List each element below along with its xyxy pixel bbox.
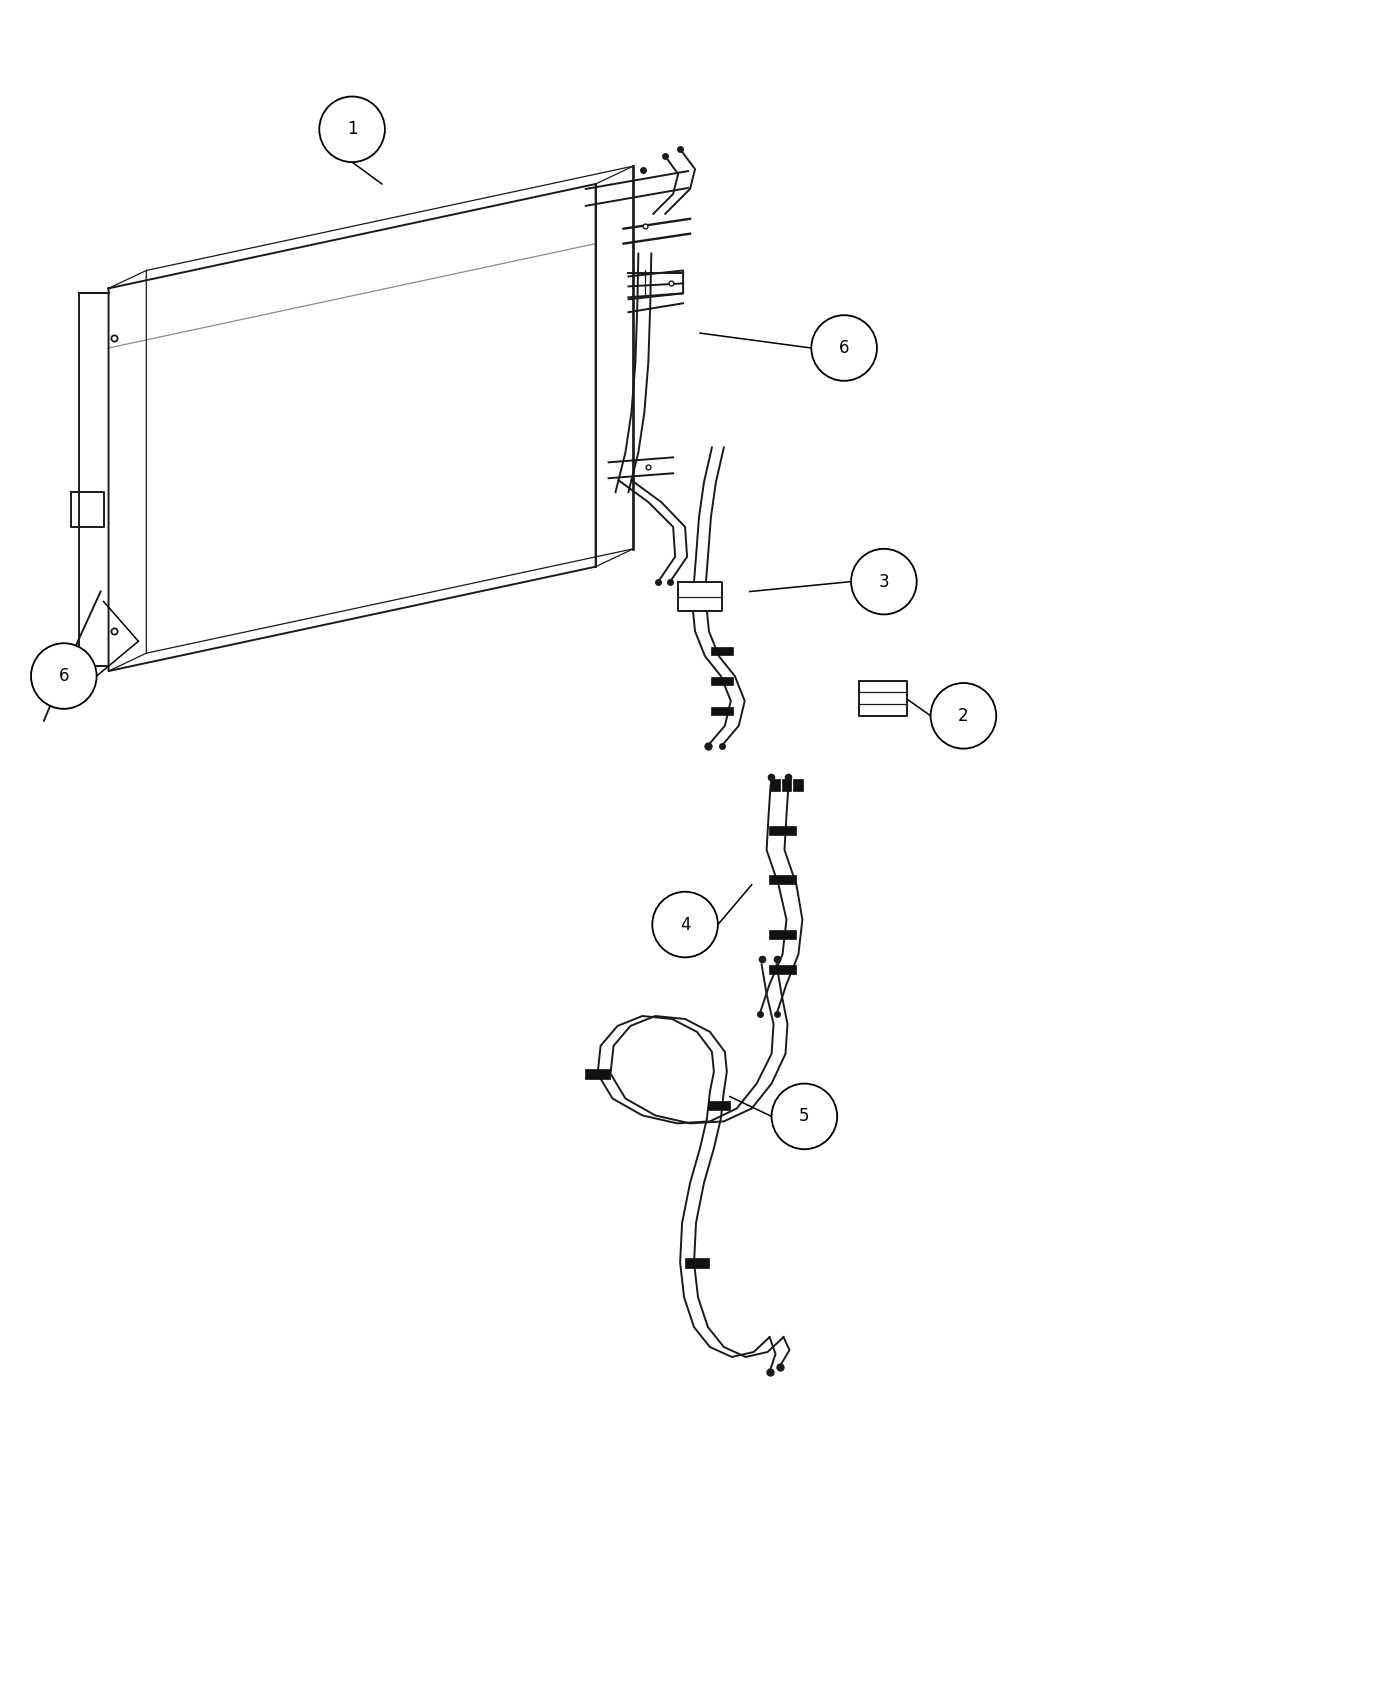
Text: 1: 1 (347, 121, 357, 138)
Text: 2: 2 (958, 707, 969, 724)
Circle shape (812, 314, 876, 381)
Text: 4: 4 (680, 916, 690, 933)
Circle shape (31, 643, 97, 709)
Circle shape (851, 549, 917, 614)
Bar (585, 1069, 610, 1078)
Circle shape (771, 1083, 837, 1149)
Text: 3: 3 (879, 573, 889, 590)
Bar (711, 707, 732, 714)
Text: 6: 6 (59, 666, 69, 685)
Bar (708, 1102, 729, 1110)
Circle shape (652, 892, 718, 957)
Text: 6: 6 (839, 338, 850, 357)
Bar (770, 779, 780, 792)
Bar (769, 876, 797, 884)
Circle shape (931, 683, 997, 748)
Bar (769, 930, 797, 938)
Bar (781, 779, 791, 792)
Bar (711, 677, 732, 685)
Bar (794, 779, 804, 792)
Bar (685, 1258, 710, 1268)
Bar (769, 966, 797, 974)
Text: 5: 5 (799, 1107, 809, 1125)
Circle shape (319, 97, 385, 162)
Bar (711, 648, 732, 654)
Bar (769, 826, 797, 835)
